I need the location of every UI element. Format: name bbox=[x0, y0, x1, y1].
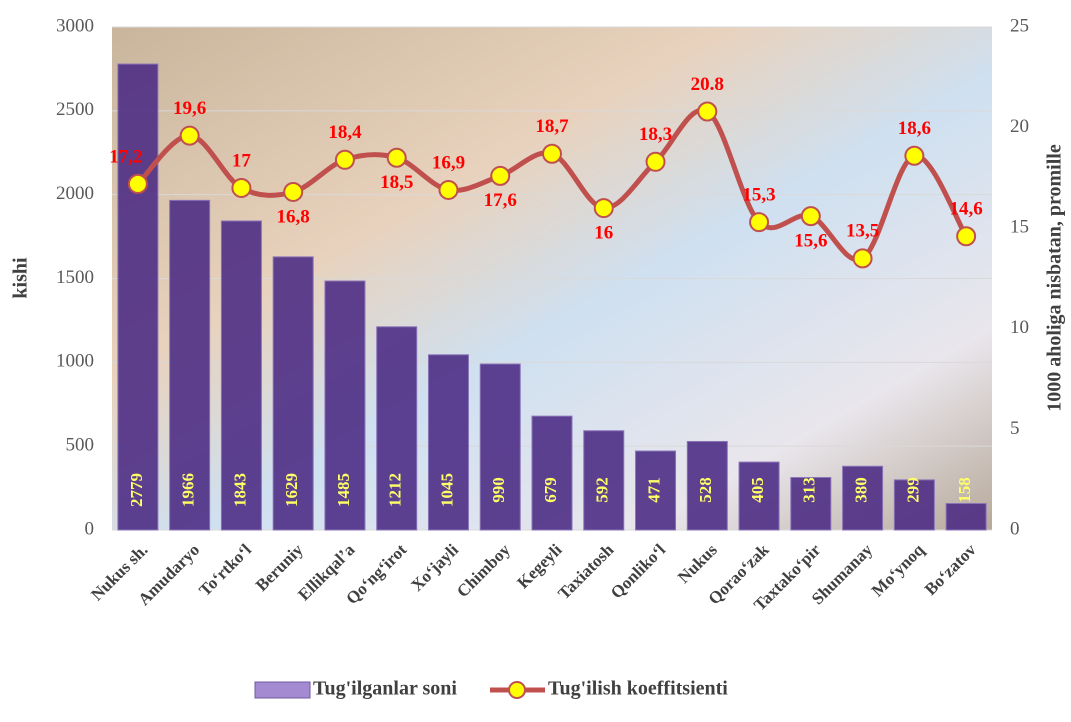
x-tick-label: Bo‘zatov bbox=[921, 540, 980, 599]
y-tick-label: 1000 bbox=[56, 351, 94, 372]
y-tick-label: 500 bbox=[66, 435, 95, 456]
line-marker bbox=[283, 181, 304, 202]
bar bbox=[427, 354, 469, 531]
bar-value-label: 2779 bbox=[127, 473, 146, 507]
y-tick-label: 1500 bbox=[56, 267, 94, 288]
line-value-label: 17,2 bbox=[109, 146, 142, 167]
bar bbox=[531, 415, 573, 531]
bar bbox=[169, 199, 211, 531]
bar-value-label: 471 bbox=[644, 477, 663, 503]
line-value-label: 17 bbox=[232, 150, 252, 171]
y2-tick-label: 15 bbox=[1010, 217, 1029, 238]
x-tick-label: Mo‘ynoq bbox=[868, 540, 929, 601]
line-marker bbox=[697, 101, 718, 122]
x-tick-label: Kegeyli bbox=[513, 540, 565, 592]
bar-value-label: 679 bbox=[541, 477, 560, 503]
line-value-label: 13,5 bbox=[846, 221, 879, 242]
bar bbox=[842, 465, 884, 531]
bar bbox=[583, 430, 625, 531]
line-marker bbox=[542, 143, 562, 164]
y2-axis-title: 1000 aholiga nisbatan, promille bbox=[1044, 144, 1066, 412]
legend-label: Tug'ilganlar soni bbox=[313, 678, 457, 700]
bar-value-label: 158 bbox=[955, 477, 974, 503]
line-marker bbox=[593, 198, 614, 219]
line-value-label: 18,3 bbox=[639, 124, 672, 145]
line-value-label: 16,9 bbox=[432, 152, 465, 173]
line-marker bbox=[179, 125, 200, 146]
bar-value-label: 592 bbox=[593, 477, 612, 503]
y-tick-label: 3000 bbox=[56, 15, 94, 36]
legend-label: Tug'ilish koeffitsienti bbox=[548, 678, 728, 700]
x-tick-label: Nukus bbox=[674, 540, 721, 587]
bar bbox=[117, 63, 159, 531]
bar bbox=[738, 461, 780, 531]
line-value-label: 18,6 bbox=[898, 118, 931, 139]
bar-value-label: 1212 bbox=[386, 473, 405, 507]
bar bbox=[945, 503, 987, 531]
bar-value-label: 528 bbox=[696, 477, 715, 503]
bar-value-label: 380 bbox=[851, 477, 870, 503]
y-tick-label: 0 bbox=[85, 518, 95, 539]
legend-swatch bbox=[254, 681, 311, 699]
line-marker bbox=[127, 173, 148, 194]
y2-tick-label: 0 bbox=[1010, 518, 1020, 539]
y2-tick-label: 10 bbox=[1010, 317, 1029, 338]
line-value-label: 18,4 bbox=[328, 122, 362, 143]
line-marker bbox=[645, 151, 666, 172]
line-value-label: 20.8 bbox=[691, 74, 724, 95]
y2-tick-label: 25 bbox=[1010, 15, 1029, 36]
y-tick-label: 2000 bbox=[56, 183, 94, 204]
bar bbox=[686, 440, 728, 531]
bar-value-label: 1843 bbox=[230, 473, 249, 507]
bar bbox=[324, 280, 366, 531]
line-marker bbox=[490, 165, 511, 186]
line-value-label: 15,6 bbox=[794, 230, 827, 251]
x-tick-label: Chimboy bbox=[453, 540, 514, 601]
bar bbox=[272, 256, 314, 531]
line-marker bbox=[334, 149, 355, 170]
y-axis-title: kishi bbox=[10, 257, 32, 299]
bar-value-label: 1966 bbox=[179, 473, 198, 507]
x-tick-label: To‘rtko‘l bbox=[195, 540, 255, 600]
bar-value-label: 990 bbox=[489, 477, 508, 503]
bar-value-label: 1485 bbox=[334, 473, 353, 507]
line-marker bbox=[852, 248, 873, 269]
bar-value-label: 405 bbox=[748, 477, 767, 503]
legend-marker bbox=[508, 681, 526, 699]
line-marker bbox=[956, 226, 977, 247]
bar bbox=[893, 479, 935, 531]
line-value-label: 17,6 bbox=[484, 190, 517, 211]
line-value-label: 18,7 bbox=[535, 116, 569, 137]
line-value-label: 19,6 bbox=[173, 98, 206, 119]
bar bbox=[220, 220, 262, 531]
bar bbox=[479, 363, 521, 531]
line-value-label: 14,6 bbox=[949, 199, 982, 220]
bar-value-label: 1045 bbox=[437, 473, 456, 507]
line-marker bbox=[749, 212, 770, 233]
bar bbox=[376, 326, 418, 531]
line-value-label: 15,3 bbox=[742, 185, 775, 206]
bar bbox=[635, 450, 677, 531]
bar-value-label: 313 bbox=[800, 477, 819, 503]
x-tick-label: Qonliko‘l bbox=[607, 540, 669, 602]
line-marker bbox=[438, 179, 459, 200]
line-value-label: 16 bbox=[594, 222, 613, 243]
line-value-label: 18,5 bbox=[380, 172, 413, 193]
x-tick-label: Taxiatosh bbox=[554, 540, 617, 603]
line-marker bbox=[386, 147, 407, 168]
y-tick-label: 2500 bbox=[56, 99, 94, 120]
line-value-label: 16,8 bbox=[277, 206, 310, 227]
line-marker bbox=[800, 206, 821, 227]
y2-tick-label: 20 bbox=[1010, 116, 1029, 137]
bar-value-label: 299 bbox=[903, 477, 922, 503]
bar bbox=[790, 477, 832, 531]
bar-value-label: 1629 bbox=[282, 473, 301, 507]
line-marker bbox=[231, 177, 252, 198]
y2-tick-label: 5 bbox=[1010, 418, 1020, 439]
line-marker bbox=[904, 145, 925, 166]
